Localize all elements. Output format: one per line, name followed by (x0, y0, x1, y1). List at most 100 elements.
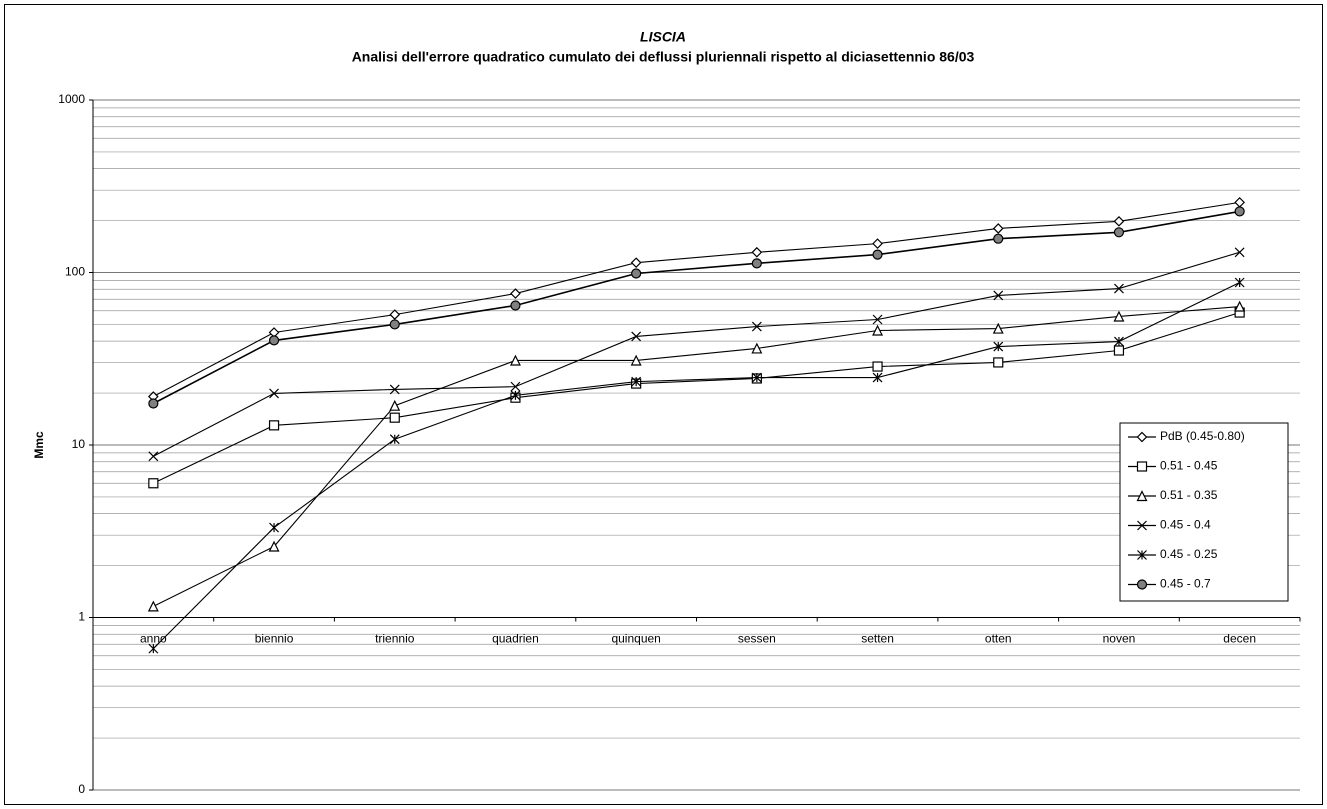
series-line (153, 305, 1240, 607)
x-stroke (631, 331, 642, 342)
marker (510, 288, 521, 299)
triangle (630, 354, 642, 366)
marker (1234, 277, 1245, 288)
circle (1234, 206, 1245, 217)
chart-title: LISCIA (640, 29, 686, 45)
marker (389, 434, 400, 445)
circle (510, 300, 521, 311)
series-line (152, 210, 1240, 405)
x-stroke (872, 314, 883, 325)
marker (389, 399, 401, 411)
marker (269, 522, 279, 533)
legend-label: 0.45 - 0.7 (1160, 577, 1211, 591)
square (148, 478, 159, 489)
square (389, 412, 400, 423)
marker (1136, 431, 1148, 443)
marker (147, 600, 159, 612)
diamond (872, 238, 883, 249)
marker (1136, 579, 1148, 590)
marker (389, 412, 400, 423)
y-tick-label: 0 (78, 782, 85, 796)
circle (268, 335, 280, 346)
marker (148, 643, 159, 654)
diamond (389, 309, 401, 320)
x-stroke (389, 384, 400, 395)
x-tick-label: decen (1223, 632, 1256, 646)
marker (148, 478, 159, 489)
triangle (872, 324, 884, 336)
series-line (153, 201, 1240, 398)
marker (510, 381, 521, 392)
circle (993, 233, 1004, 244)
marker (631, 376, 642, 387)
x-tick-label: noven (1103, 632, 1136, 646)
series-line (153, 312, 1240, 484)
marker (509, 354, 521, 366)
marker (993, 357, 1004, 368)
circle (1113, 227, 1125, 238)
x-stroke (510, 381, 521, 392)
legend-label: 0.45 - 0.4 (1160, 518, 1211, 532)
diamond (510, 288, 521, 299)
square (872, 361, 883, 372)
marker (872, 314, 883, 325)
x-tick-label: biennio (255, 632, 294, 646)
y-axis-label: Mmc (32, 431, 46, 459)
triangle (1113, 310, 1125, 322)
y-tick-label: 1 (78, 610, 85, 624)
marker (751, 258, 762, 269)
marker (992, 223, 1004, 234)
circle (872, 249, 883, 260)
circle (751, 258, 762, 269)
marker (389, 319, 400, 330)
diamond (1113, 215, 1125, 227)
x-stroke (269, 388, 279, 399)
x-tick-label: triennio (375, 632, 415, 646)
marker (1137, 550, 1147, 560)
marker (872, 361, 883, 372)
legend-box (1119, 422, 1289, 602)
x-stroke (1234, 247, 1245, 258)
legend-label: 0.45 - 0.25 (1160, 547, 1218, 561)
marker (1113, 310, 1125, 322)
x-tick-label: otten (985, 632, 1012, 646)
diamond (751, 246, 763, 258)
triangle (147, 600, 159, 612)
marker (389, 384, 400, 395)
circle (389, 319, 400, 330)
square (268, 420, 280, 431)
x-tick-label: setten (861, 632, 894, 646)
triangle (268, 540, 280, 552)
marker (993, 341, 1004, 352)
triangle (1136, 490, 1148, 502)
marker (872, 249, 883, 260)
marker (751, 342, 763, 354)
marker (148, 398, 159, 409)
marker (1114, 336, 1124, 347)
series-line (152, 282, 1240, 650)
marker (1113, 345, 1125, 356)
marker (630, 354, 642, 366)
legend-label: 0.51 - 0.45 (1160, 459, 1218, 473)
x-tick-label: sessen (738, 632, 776, 646)
marker (631, 268, 642, 279)
triangle (389, 399, 401, 411)
series-line (153, 251, 1240, 457)
diamond (1136, 431, 1148, 443)
marker (751, 246, 763, 258)
y-tick-label: 100 (65, 265, 85, 279)
marker (1113, 227, 1125, 238)
marker (751, 372, 762, 383)
x-stroke (1114, 283, 1124, 294)
marker (872, 372, 883, 383)
marker (751, 321, 762, 332)
marker (1136, 461, 1148, 472)
marker (268, 335, 280, 346)
triangle (1234, 300, 1246, 312)
marker (510, 390, 521, 401)
marker (1136, 490, 1148, 502)
marker (872, 238, 883, 249)
marker (148, 451, 159, 462)
